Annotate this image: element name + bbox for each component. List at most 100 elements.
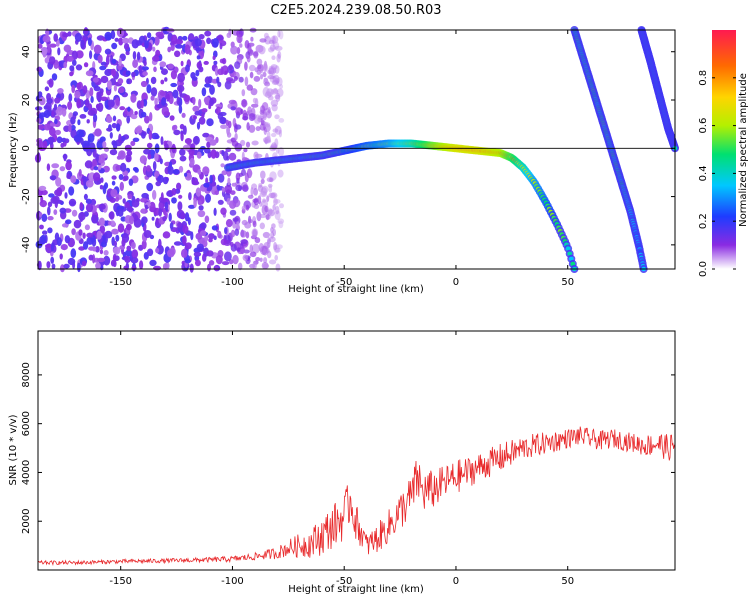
noise-blob [38, 96, 46, 106]
noise-blob [90, 96, 94, 103]
noise-blob [98, 217, 105, 227]
noise-blob [228, 152, 237, 161]
noise-blob [263, 122, 271, 128]
noise-blob [241, 205, 247, 211]
noise-blob [60, 244, 68, 251]
noise-blob [61, 223, 69, 228]
noise-blob [140, 80, 148, 88]
heatmap-noise-layer [34, 26, 285, 273]
noise-blob [60, 142, 65, 148]
noise-blob [274, 247, 281, 253]
noise-blob [259, 38, 267, 43]
noise-blob [132, 137, 140, 142]
noise-blob [47, 201, 53, 208]
noise-blob [86, 232, 94, 238]
noise-blob [169, 115, 175, 121]
noise-blob [39, 212, 43, 218]
noise-blob [95, 262, 101, 270]
noise-blob [38, 185, 47, 191]
noise-blob [250, 88, 258, 96]
noise-blob [74, 32, 82, 43]
noise-blob [98, 203, 106, 210]
noise-blob [56, 187, 63, 197]
noise-blob [252, 243, 260, 254]
noise-blob [202, 132, 210, 138]
noise-blob [119, 181, 125, 191]
noise-blob [273, 87, 278, 94]
noise-blob [111, 68, 117, 77]
noise-blob [204, 76, 211, 84]
noise-blob [45, 28, 50, 38]
noise-blob [257, 195, 262, 205]
noise-blob [35, 106, 43, 111]
noise-blob [278, 118, 285, 123]
noise-blob [180, 212, 186, 220]
noise-blob [278, 30, 284, 40]
noise-blob [254, 153, 263, 158]
noise-blob [64, 192, 68, 199]
noise-blob [65, 161, 72, 171]
noise-blob [195, 187, 202, 197]
noise-blob [246, 55, 251, 63]
noise-blob [85, 203, 94, 213]
noise-blob [117, 223, 125, 233]
noise-blob [159, 91, 166, 96]
noise-blob [249, 71, 254, 79]
noise-blob [179, 155, 187, 162]
noise-blob [235, 172, 241, 181]
noise-blob [54, 129, 62, 136]
noise-blob [212, 55, 216, 60]
noise-blob [131, 71, 136, 78]
noise-blob [63, 263, 70, 269]
noise-blob [243, 249, 250, 254]
x-tick-label: -150 [109, 576, 132, 587]
noise-blob [71, 84, 76, 94]
noise-blob [111, 58, 117, 65]
noise-blob [260, 170, 266, 180]
noise-blob [197, 210, 206, 218]
spectrogram-x-axis-label: Height of straight line (km) [288, 284, 424, 295]
noise-blob [164, 111, 171, 116]
noise-blob [234, 142, 243, 152]
noise-blob [99, 225, 106, 234]
noise-blob [51, 73, 58, 81]
noise-blob [196, 121, 201, 130]
noise-blob [248, 124, 256, 133]
noise-blob [224, 227, 228, 235]
noise-blob [155, 217, 160, 225]
noise-blob [89, 50, 93, 60]
noise-blob [240, 248, 245, 253]
noise-blob [125, 154, 132, 163]
noise-blob [126, 115, 131, 124]
noise-blob [134, 126, 143, 134]
noise-blob [274, 45, 283, 51]
noise-blob [43, 123, 52, 131]
noise-blob [184, 212, 190, 222]
noise-blob [196, 55, 201, 60]
noise-blob [127, 206, 133, 213]
noise-blob [204, 148, 211, 154]
noise-blob [144, 115, 150, 124]
noise-blob [249, 251, 257, 258]
noise-blob [177, 221, 183, 228]
noise-blob [240, 230, 247, 238]
noise-blob [162, 176, 169, 185]
noise-blob [236, 247, 241, 252]
noise-blob [191, 180, 200, 186]
noise-blob [170, 44, 175, 52]
noise-blob [131, 241, 136, 250]
noise-blob [83, 145, 91, 152]
noise-blob [269, 44, 276, 52]
noise-blob [115, 97, 120, 106]
noise-blob [124, 201, 130, 209]
noise-blob [83, 175, 87, 186]
noise-blob [274, 254, 279, 261]
noise-blob [220, 124, 228, 129]
noise-blob [204, 83, 212, 88]
noise-blob [220, 207, 227, 215]
noise-blob [278, 147, 285, 157]
noise-blob [161, 97, 167, 106]
snr-x-ticks: -150 -100 -50 0 50 [109, 331, 574, 587]
noise-blob [185, 64, 190, 73]
noise-blob [67, 31, 72, 37]
